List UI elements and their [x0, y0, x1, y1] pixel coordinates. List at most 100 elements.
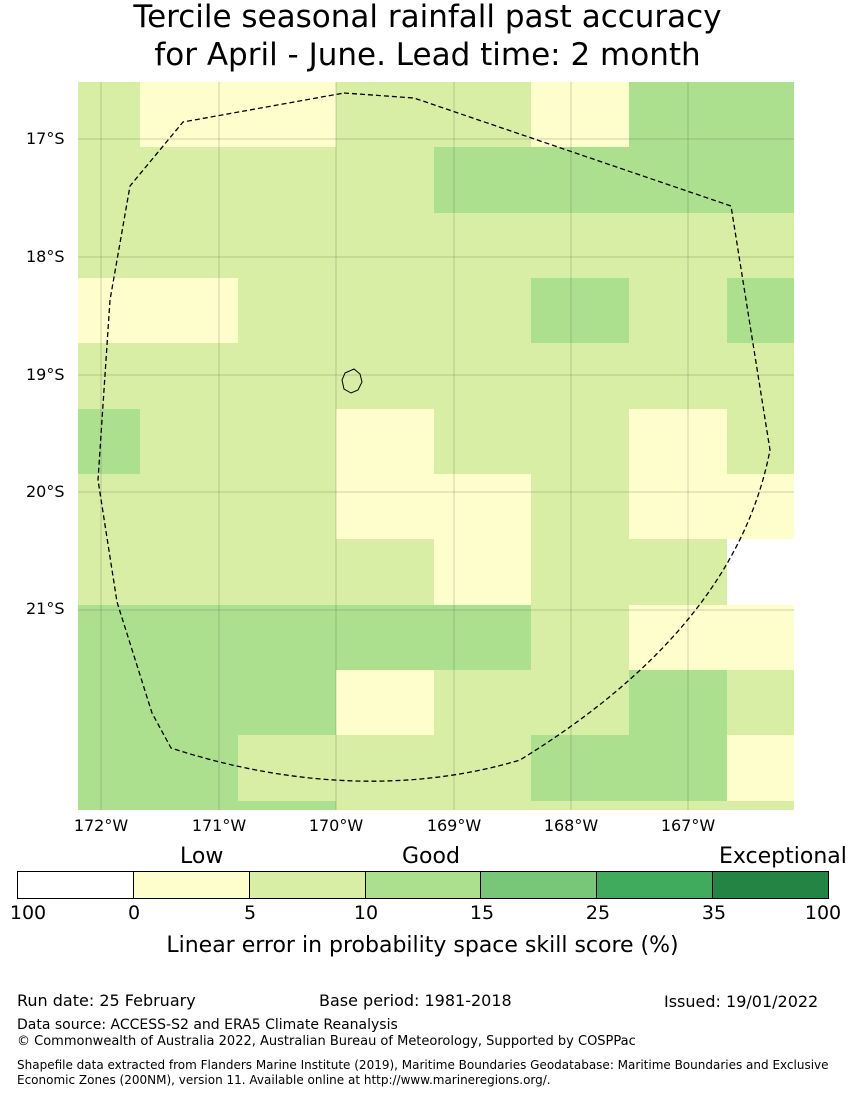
grid-cell — [238, 474, 336, 539]
grid-cell — [140, 409, 238, 474]
grid-cell — [434, 474, 531, 539]
grid-cell — [629, 474, 727, 539]
run-date: Run date: 25 February — [17, 991, 196, 1010]
grid-cell — [140, 343, 238, 409]
grid-cell — [629, 605, 727, 670]
grid-cell — [629, 801, 727, 810]
grid-cell — [434, 409, 531, 474]
legend-category-low: Low — [180, 844, 224, 869]
map-title-line-1: Tercile seasonal rainfall past accuracy — [133, 0, 722, 35]
colorbar-tick: 100 — [9, 902, 47, 924]
lon-label-167w: 167°W — [660, 816, 716, 835]
lat-label-20s: 20°S — [26, 482, 65, 501]
lon-label-171w: 171°W — [191, 816, 247, 835]
map-title-line-2: for April - June. Lead time: 2 month — [154, 37, 701, 73]
grid-cell — [531, 670, 629, 735]
legend-category-exceptional: Exceptional — [719, 844, 847, 869]
grid-cell — [336, 278, 434, 343]
grid-cell — [238, 409, 336, 474]
grid-cell — [727, 213, 794, 278]
colorbar-swatch-0-5 — [133, 872, 250, 898]
grid-cell — [531, 539, 629, 605]
grid-cell — [140, 801, 238, 810]
copyright: © Commonwealth of Australia 2022, Austra… — [17, 1034, 636, 1049]
grid-cell — [140, 670, 238, 735]
grid-cell — [531, 278, 629, 343]
grid-cell — [140, 213, 238, 278]
grid-cell — [629, 82, 727, 147]
grid-cell — [629, 343, 727, 409]
grid-cell — [336, 409, 434, 474]
grid-cell — [336, 801, 434, 810]
grid-cell — [238, 670, 336, 735]
grid-cell — [727, 801, 794, 810]
issued-date: Issued: 19/01/2022 — [664, 992, 819, 1011]
grid-cell — [336, 147, 434, 213]
grid-cell — [78, 474, 140, 539]
grid-cell — [78, 605, 140, 670]
grid-cell — [238, 213, 336, 278]
colorbar-tick: 25 — [585, 902, 611, 924]
colorbar — [17, 871, 829, 899]
grid-cell — [434, 735, 531, 801]
colorbar-swatch-5-10 — [249, 872, 366, 898]
grid-cell — [531, 82, 629, 147]
colorbar-swatch-10-15 — [365, 872, 482, 898]
island-outline — [341, 368, 363, 394]
grid-cell — [140, 278, 238, 343]
grid-cell — [531, 409, 629, 474]
grid-cell — [434, 539, 531, 605]
graticule — [78, 82, 794, 810]
grid-cell — [727, 147, 794, 213]
colorbar-title: Linear error in probability space skill … — [166, 933, 679, 958]
grid-cell — [727, 343, 794, 409]
legend-category-good: Good — [402, 844, 460, 869]
colorbar-tick: 5 — [243, 902, 257, 924]
base-period: Base period: 1981-2018 — [319, 991, 512, 1010]
grid-cell — [238, 735, 336, 801]
grid-cell — [78, 343, 140, 409]
grid-cell — [531, 605, 629, 670]
colorbar-tick: 0 — [127, 902, 141, 924]
skill-grid — [78, 82, 794, 810]
grid-cell — [727, 474, 794, 539]
grid-cell — [434, 670, 531, 735]
grid-cell — [727, 539, 794, 605]
grid-cell — [238, 147, 336, 213]
colorbar-swatch-35-100 — [713, 872, 829, 898]
grid-cell — [629, 147, 727, 213]
colorbar-tick: 15 — [469, 902, 495, 924]
grid-cell — [434, 801, 531, 810]
lat-label-21s: 21°S — [26, 599, 65, 618]
grid-cell — [140, 605, 238, 670]
grid-cell — [531, 735, 629, 801]
grid-cell — [238, 278, 336, 343]
grid-cell — [434, 278, 531, 343]
lon-label-172w: 172°W — [73, 816, 129, 835]
skill-map — [78, 82, 794, 810]
grid-cell — [727, 409, 794, 474]
grid-cell — [629, 670, 727, 735]
data-source: Data source: ACCESS-S2 and ERA5 Climate … — [17, 1017, 398, 1033]
grid-cell — [336, 735, 434, 801]
grid-cell — [336, 82, 434, 147]
grid-cell — [629, 278, 727, 343]
grid-cell — [434, 343, 531, 409]
eez-boundary — [97, 92, 771, 782]
colorbar-tick: 100 — [804, 902, 842, 924]
grid-cell — [78, 82, 140, 147]
colorbar-swatch-negative — [18, 872, 134, 898]
grid-cell — [336, 670, 434, 735]
grid-cell — [140, 147, 238, 213]
lat-label-18s: 18°S — [26, 247, 65, 266]
grid-cell — [78, 213, 140, 278]
lon-label-169w: 169°W — [426, 816, 482, 835]
grid-cell — [140, 735, 238, 801]
grid-cell — [238, 82, 336, 147]
grid-cell — [727, 735, 794, 801]
grid-cell — [336, 539, 434, 605]
grid-cell — [78, 147, 140, 213]
grid-cell — [531, 801, 629, 810]
grid-cell — [629, 539, 727, 605]
grid-cell — [78, 801, 140, 810]
